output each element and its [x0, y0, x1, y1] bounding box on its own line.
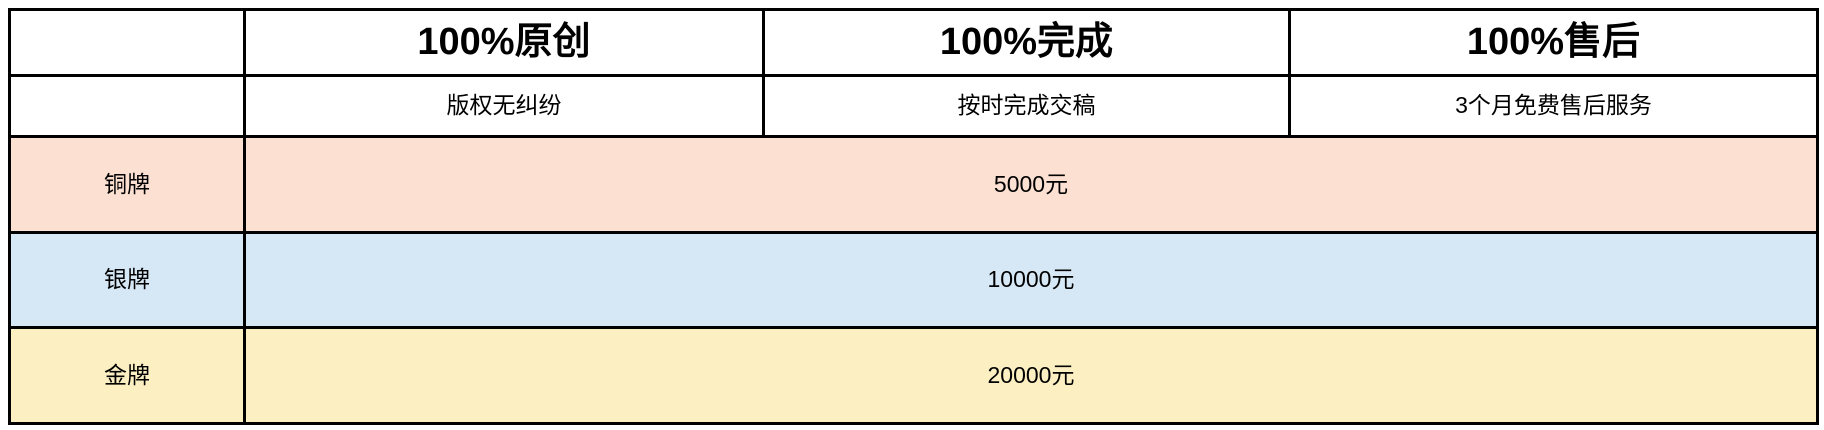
corner-cell-empty	[8, 8, 246, 77]
feature-desc-completion: 按时完成交稿	[762, 73, 1291, 138]
tier-label-bronze: 铜牌	[8, 134, 246, 234]
pricing-table: 100%原创 100%完成 100%售后 版权无纠纷 按时完成交稿 3个月免费售…	[8, 8, 1819, 425]
pricing-table-container: 100%原创 100%完成 100%售后 版权无纠纷 按时完成交稿 3个月免费售…	[8, 8, 1819, 425]
table-row-tier-gold: 金牌 20000元	[8, 326, 1819, 425]
tier-label-silver: 银牌	[8, 230, 246, 330]
feature-title-completion: 100%完成	[762, 8, 1291, 77]
tier-label-gold: 金牌	[8, 326, 246, 425]
feature-desc-aftersales: 3个月免费售后服务	[1288, 73, 1819, 138]
table-row-feature-descriptions: 版权无纠纷 按时完成交稿 3个月免费售后服务	[8, 73, 1819, 138]
tier-price-silver: 10000元	[243, 230, 1819, 330]
corner-cell-empty-second	[8, 73, 246, 138]
table-row-feature-titles: 100%原创 100%完成 100%售后	[8, 8, 1819, 77]
tier-price-bronze: 5000元	[243, 134, 1819, 234]
feature-title-aftersales: 100%售后	[1288, 8, 1819, 77]
feature-title-originality: 100%原创	[243, 8, 765, 77]
table-row-tier-silver: 银牌 10000元	[8, 230, 1819, 330]
feature-desc-originality: 版权无纠纷	[243, 73, 765, 138]
table-row-tier-bronze: 铜牌 5000元	[8, 134, 1819, 234]
tier-price-gold: 20000元	[243, 326, 1819, 425]
